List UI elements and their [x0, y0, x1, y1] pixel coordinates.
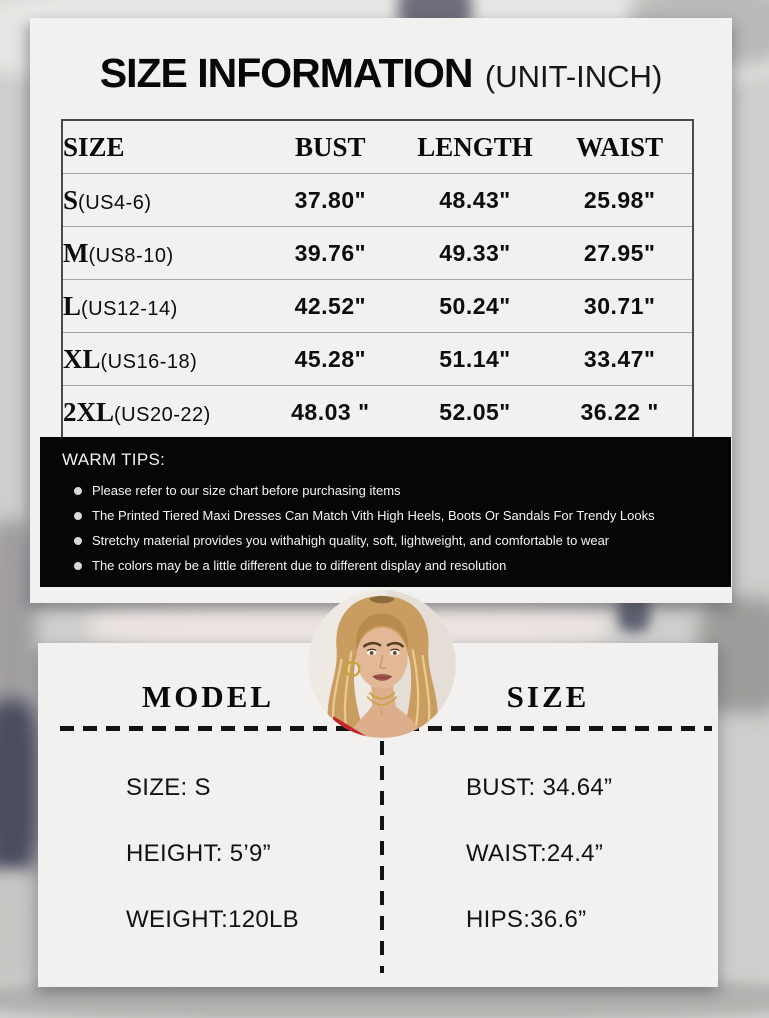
stat-height: HEIGHT: 5’9”: [126, 840, 271, 867]
page-title: SIZE INFORMATION (UNIT-INCH): [30, 50, 732, 97]
waist-value: 33.47": [547, 332, 693, 386]
title-main: SIZE INFORMATION: [99, 50, 474, 96]
column-header-waist: WAIST: [576, 131, 664, 162]
warm-tip-item: Please refer to our size chart before pu…: [72, 478, 731, 503]
stat-weight: WEIGHT:120LB: [126, 906, 299, 933]
length-value: 50.24": [402, 279, 548, 333]
warm-tips-heading: WARM TIPS:: [62, 450, 166, 469]
stat-size: SIZE: S: [126, 774, 211, 801]
warm-tip-item: The Printed Tiered Maxi Dresses Can Matc…: [72, 503, 731, 528]
size-label: 2XL(US20-22): [62, 385, 258, 439]
waist-value: 25.98": [547, 173, 693, 227]
waist-value: 27.95": [547, 226, 693, 280]
model-stats-right: BUST: 34.64” WAIST:24.4” HIPS:36.6”: [378, 755, 718, 953]
bust-value: 45.28": [257, 332, 403, 386]
table-row: S(US4-6) 37.80" 48.43" 25.98": [62, 173, 693, 227]
model-stats-left: SIZE: S HEIGHT: 5’9” WEIGHT:120LB: [38, 755, 378, 953]
warm-tip-item: The colors may be a little different due…: [72, 553, 731, 578]
table-row: M(US8-10) 39.76" 49.33" 27.95": [62, 226, 693, 280]
model-photo: [308, 590, 456, 738]
length-value: 48.43": [402, 173, 548, 227]
table-row: L(US12-14) 42.52" 50.24" 30.71": [62, 279, 693, 333]
bg-blob: [0, 872, 36, 982]
bust-value: 42.52": [257, 279, 403, 333]
size-table: SIZE BUST LENGTH WAIST S(US4-6) 37.80" 4…: [61, 119, 694, 440]
stat-hips: HIPS:36.6”: [466, 906, 587, 933]
waist-value: 30.71": [547, 279, 693, 333]
warm-tips-box: WARM TIPS: Please refer to our size char…: [40, 437, 731, 587]
bust-value: 37.80": [257, 173, 403, 227]
size-label: S(US4-6): [62, 173, 258, 227]
size-heading: SIZE: [506, 679, 590, 714]
column-header-size: SIZE: [63, 131, 125, 162]
bust-value: 48.03 ": [257, 385, 403, 439]
dashed-divider-vertical: [380, 741, 384, 973]
stat-bust: BUST: 34.64”: [466, 774, 613, 801]
title-unit: (UNIT-INCH): [484, 59, 663, 94]
waist-value: 36.22 ": [547, 385, 693, 439]
size-label: M(US8-10): [62, 226, 258, 280]
size-label: L(US12-14): [62, 279, 258, 333]
bg-blob: [0, 700, 40, 875]
length-value: 49.33": [402, 226, 548, 280]
model-heading: MODEL: [141, 679, 275, 714]
size-information-panel: SIZE INFORMATION (UNIT-INCH) SIZE BUST L…: [30, 18, 732, 603]
column-header-length: LENGTH: [417, 131, 533, 162]
table-row: XL(US16-18) 45.28" 51.14" 33.47": [62, 332, 693, 386]
stat-waist: WAIST:24.4”: [466, 840, 604, 867]
column-header-bust: BUST: [295, 131, 366, 162]
model-size-headers: MODEL SIZE: [38, 671, 718, 723]
warm-tips-list: Please refer to our size chart before pu…: [62, 478, 731, 578]
bust-value: 39.76": [257, 226, 403, 280]
model-portrait-illustration: [308, 590, 456, 738]
model-stats: SIZE: S HEIGHT: 5’9” WEIGHT:120LB BUST: …: [38, 755, 718, 953]
size-label: XL(US16-18): [62, 332, 258, 386]
table-row: 2XL(US20-22) 48.03 " 52.05" 36.22 ": [62, 385, 693, 439]
warm-tip-item: Stretchy material provides you withahigh…: [72, 528, 731, 553]
length-value: 52.05": [402, 385, 548, 439]
length-value: 51.14": [402, 332, 548, 386]
size-table-header-row: SIZE BUST LENGTH WAIST: [62, 120, 693, 174]
